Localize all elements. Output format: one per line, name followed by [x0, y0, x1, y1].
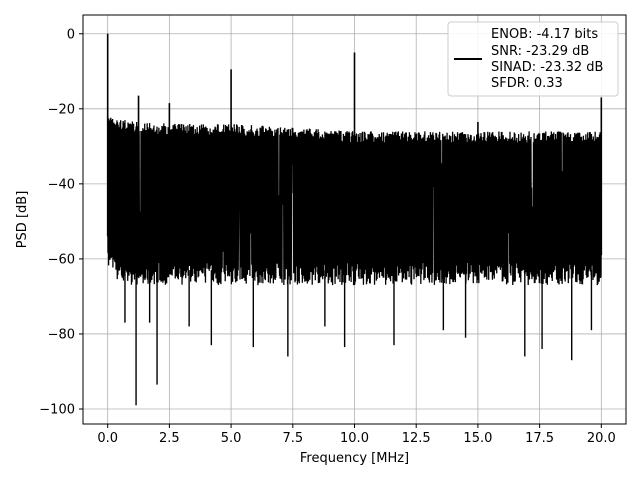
y-tick-label: −40 [48, 177, 75, 192]
legend-entry-sfdr: SFDR: 0.33 [491, 76, 563, 91]
legend-entry-sinad: SINAD: -23.32 dB [491, 60, 603, 75]
y-axis-label: PSD [dB] [15, 191, 30, 249]
x-tick-label: 15.0 [463, 431, 492, 446]
x-tick-label: 0.0 [97, 431, 118, 446]
legend-entry-enob: ENOB: -4.17 bits [491, 27, 598, 42]
x-tick-label: 10.0 [340, 431, 369, 446]
x-tick-label: 17.5 [525, 431, 554, 446]
y-tick-label: −60 [48, 252, 75, 267]
y-tick-label: −20 [48, 102, 75, 117]
legend-box [447, 21, 619, 97]
psd-trace [106, 33, 603, 406]
x-tick-label: 5.0 [221, 431, 242, 446]
y-tick-label: 0 [67, 27, 75, 42]
x-tick-label: 2.5 [159, 431, 180, 446]
axis-ticks: 0.0 2.5 5.0 7.5 10.0 12.5 15.0 17.5 20.0 0 −20 −40 −… [39, 27, 616, 446]
x-tick-label: 12.5 [402, 431, 431, 446]
legend: ENOB: -4.17 bits SNR: -23.29 dB SINAD: -… [447, 21, 619, 97]
x-tick-label: 20.0 [587, 431, 616, 446]
y-tick-label: −100 [39, 402, 75, 417]
legend-entry-snr: SNR: -23.29 dB [491, 44, 589, 59]
y-tick-label: −80 [48, 327, 75, 342]
x-tick-label: 7.5 [282, 431, 303, 446]
x-axis-label: Frequency [MHz] [300, 451, 409, 466]
